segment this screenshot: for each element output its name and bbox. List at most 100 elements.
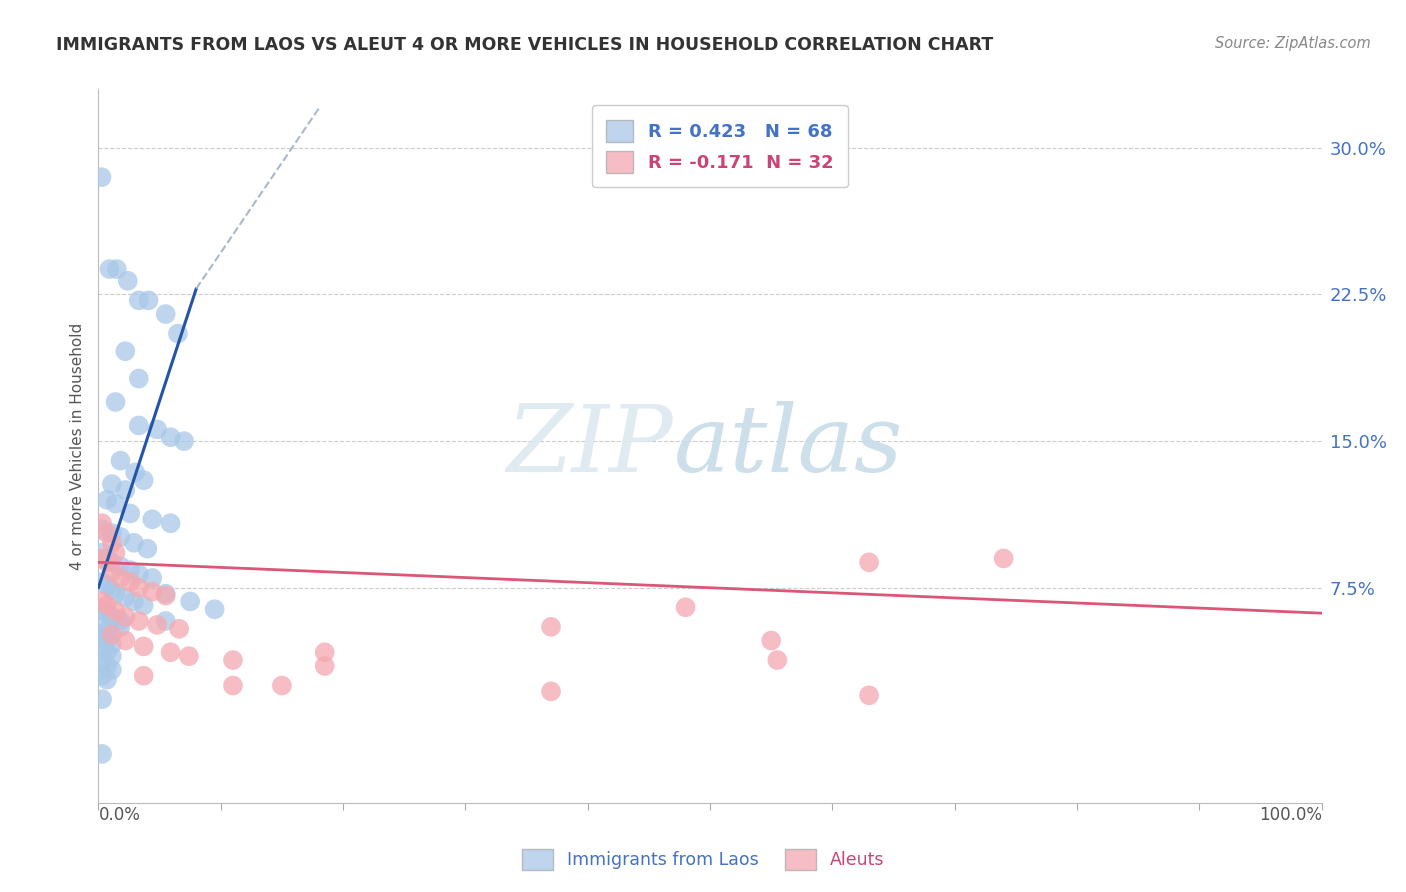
Point: [132, 640, 155, 654]
Point: [146, 422, 169, 436]
Point: [104, 604, 127, 618]
Point: [96, 579, 118, 593]
Point: [104, 545, 127, 559]
Point: [222, 653, 245, 667]
Point: [120, 563, 142, 577]
Point: [96, 633, 118, 648]
Point: [155, 586, 177, 600]
Point: [104, 497, 127, 511]
Point: [141, 571, 163, 585]
Point: [101, 555, 124, 569]
Point: [155, 614, 177, 628]
Point: [128, 581, 150, 595]
Point: [314, 659, 336, 673]
Point: [159, 516, 181, 531]
Text: atlas: atlas: [673, 401, 903, 491]
Point: [91, 669, 114, 683]
Point: [91, 594, 114, 608]
Point: [155, 307, 177, 321]
Text: IMMIGRANTS FROM LAOS VS ALEUT 4 OR MORE VEHICLES IN HOUSEHOLD CORRELATION CHART: IMMIGRANTS FROM LAOS VS ALEUT 4 OR MORE …: [56, 36, 994, 54]
Point: [270, 678, 294, 692]
Point: [104, 586, 127, 600]
Point: [101, 649, 124, 664]
Point: [141, 512, 163, 526]
Point: [91, 655, 114, 669]
Point: [101, 582, 124, 597]
Point: [761, 633, 783, 648]
Point: [132, 599, 155, 613]
Point: [314, 645, 336, 659]
Point: [146, 618, 169, 632]
Point: [132, 473, 155, 487]
Point: [114, 344, 136, 359]
Point: [91, 516, 114, 531]
Point: [96, 551, 118, 566]
Point: [159, 430, 181, 444]
Point: [110, 530, 132, 544]
Point: [173, 434, 195, 449]
Point: [96, 659, 118, 673]
Point: [120, 574, 142, 589]
Point: [858, 688, 880, 702]
Point: [91, 574, 114, 589]
Point: [675, 600, 697, 615]
Point: [155, 589, 177, 603]
Point: [96, 624, 118, 638]
Legend: Immigrants from Laos, Aleuts: Immigrants from Laos, Aleuts: [513, 840, 893, 879]
Point: [101, 628, 124, 642]
Point: [96, 673, 118, 687]
Point: [114, 591, 136, 605]
Point: [90, 170, 112, 185]
Point: [114, 610, 136, 624]
Point: [114, 483, 136, 497]
Point: [96, 555, 118, 569]
Point: [96, 526, 118, 541]
Point: [120, 507, 142, 521]
Point: [179, 594, 201, 608]
Point: [96, 599, 118, 613]
Point: [138, 293, 160, 308]
Point: [124, 466, 146, 480]
Point: [96, 492, 118, 507]
Point: [98, 262, 121, 277]
Point: [101, 535, 124, 549]
Point: [122, 535, 145, 549]
Point: [105, 262, 128, 277]
Point: [91, 545, 114, 559]
Point: [136, 541, 159, 556]
Point: [91, 620, 114, 634]
Point: [540, 620, 562, 634]
Point: [128, 371, 150, 385]
Point: [101, 610, 124, 624]
Point: [96, 606, 118, 620]
Point: [101, 637, 124, 651]
Point: [91, 522, 114, 536]
Point: [204, 602, 226, 616]
Point: [110, 559, 132, 574]
Text: ZIP: ZIP: [506, 401, 673, 491]
Point: [91, 692, 114, 706]
Point: [91, 747, 114, 761]
Point: [110, 620, 132, 634]
Point: [540, 684, 562, 698]
Text: 0.0%: 0.0%: [98, 806, 141, 824]
Text: Source: ZipAtlas.com: Source: ZipAtlas.com: [1215, 36, 1371, 51]
Point: [167, 622, 190, 636]
Legend: R = 0.423   N = 68, R = -0.171  N = 32: R = 0.423 N = 68, R = -0.171 N = 32: [592, 105, 848, 187]
Point: [110, 453, 132, 467]
Point: [91, 641, 114, 656]
Point: [128, 567, 150, 582]
Point: [128, 293, 150, 308]
Point: [128, 614, 150, 628]
Point: [96, 645, 118, 659]
Point: [766, 653, 789, 667]
Point: [101, 526, 124, 541]
Point: [222, 678, 245, 692]
Point: [91, 602, 114, 616]
Y-axis label: 4 or more Vehicles in Household: 4 or more Vehicles in Household: [69, 322, 84, 570]
Point: [128, 418, 150, 433]
Point: [159, 645, 181, 659]
Point: [91, 630, 114, 644]
Point: [177, 649, 200, 664]
Point: [117, 274, 139, 288]
